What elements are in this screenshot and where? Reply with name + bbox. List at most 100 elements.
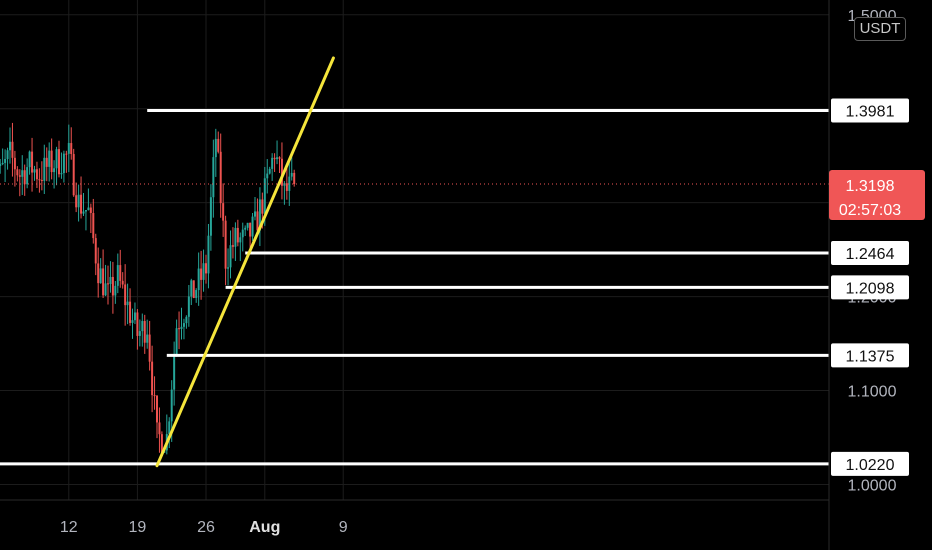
candle-body <box>55 149 58 169</box>
candle-body <box>62 153 65 174</box>
candle-body <box>72 154 75 196</box>
candle-body <box>278 157 281 159</box>
candle-body <box>40 179 43 181</box>
candle-body <box>271 157 274 169</box>
candle-body <box>13 157 16 170</box>
candle-body <box>182 323 185 327</box>
candle-body <box>273 157 276 160</box>
candle-body <box>114 285 117 296</box>
time-tick-label: 26 <box>197 519 215 536</box>
time-axis[interactable]: 12 19 26 Aug 9 <box>0 499 829 536</box>
level-label: 1.2464 <box>846 246 895 263</box>
candle-body <box>258 199 261 231</box>
candle-body <box>38 179 41 181</box>
candle-body <box>256 211 259 231</box>
level-label-box <box>831 451 909 476</box>
candle-body <box>67 143 70 154</box>
candle-body <box>124 284 127 306</box>
candle-body <box>43 157 46 181</box>
candle-body <box>261 199 264 214</box>
candle-body <box>75 195 78 208</box>
time-tick-label: 12 <box>60 519 78 536</box>
candle-body <box>170 389 173 422</box>
candle-body <box>148 334 151 362</box>
candle-body <box>58 149 60 175</box>
level-label: 1.2098 <box>846 280 895 297</box>
candle-body <box>70 143 73 155</box>
candle-body <box>158 422 161 435</box>
candle-body <box>195 290 198 299</box>
candle-body <box>246 222 249 228</box>
candle-body <box>187 296 190 317</box>
candle-body <box>87 207 90 211</box>
level-label-box <box>831 343 909 368</box>
level-label: 1.1375 <box>846 348 895 365</box>
candle-body <box>180 326 183 329</box>
candle-body <box>217 138 220 152</box>
candle-body <box>48 150 51 167</box>
candle-body <box>99 268 102 284</box>
candle-body <box>89 207 92 213</box>
candle-body <box>209 197 212 236</box>
candle-body <box>263 178 266 214</box>
grid <box>0 0 829 500</box>
candle-body <box>219 151 222 204</box>
candle-body <box>23 170 26 185</box>
candle-body <box>192 280 195 299</box>
candle-body <box>9 141 11 151</box>
candle-body <box>200 268 203 280</box>
current-price-badge <box>829 170 925 221</box>
time-tick-label: 19 <box>129 519 147 536</box>
candle-body <box>224 220 227 269</box>
candle-body <box>160 434 163 453</box>
candle-body <box>236 227 239 243</box>
candle-body <box>285 183 288 191</box>
candle-body <box>97 263 100 284</box>
candle-body <box>178 328 181 330</box>
candle-body <box>6 150 9 160</box>
candle-body <box>244 227 247 230</box>
candle-body <box>212 157 215 198</box>
candle-body <box>290 172 293 177</box>
trendline-layer <box>155 56 335 468</box>
candle-body <box>276 157 279 160</box>
candle-body <box>168 421 171 435</box>
candle-body <box>229 245 232 268</box>
currency-badge[interactable]: USDT <box>854 17 906 41</box>
candle-body <box>251 216 254 237</box>
candle-body <box>249 222 252 237</box>
candle-body <box>173 355 176 390</box>
candle-body <box>28 151 31 168</box>
candle-body <box>129 301 132 323</box>
candle-body <box>65 153 68 155</box>
candle-body <box>151 361 154 396</box>
candle-body <box>0 164 2 167</box>
candle-body <box>231 245 234 247</box>
candle-body <box>77 194 80 208</box>
level-label-box <box>831 275 909 300</box>
candle-body <box>50 150 53 173</box>
candle-body <box>156 395 158 423</box>
candle-body <box>254 211 256 217</box>
candle-body <box>4 159 7 163</box>
candle-body <box>18 175 21 177</box>
candle-body <box>111 276 114 296</box>
current-price-label: 1.3198 <box>846 178 895 195</box>
candle-body <box>126 301 129 306</box>
trendline[interactable] <box>155 56 335 468</box>
candle-body <box>268 168 271 174</box>
candle-body <box>80 194 83 214</box>
candle-body <box>136 312 139 336</box>
candle-body <box>202 263 205 280</box>
time-tick-label: Aug <box>249 519 280 536</box>
candle-body <box>119 265 122 281</box>
price-tick-label: 1.0000 <box>848 478 897 495</box>
candle-body <box>53 168 56 173</box>
candle-body <box>107 283 109 285</box>
level-label-box <box>831 98 909 123</box>
candle-body <box>141 321 144 332</box>
candle-body <box>138 331 141 336</box>
candle-body <box>94 238 97 264</box>
candle-body <box>293 172 296 185</box>
